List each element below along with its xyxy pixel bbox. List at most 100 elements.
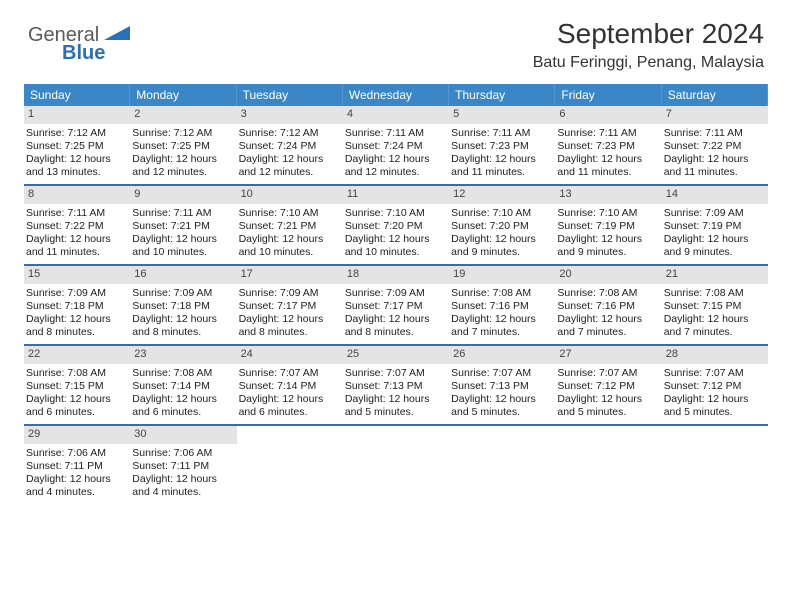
day-details: Sunrise: 7:11 AMSunset: 7:23 PMDaylight:… xyxy=(555,124,661,184)
daylight-line: Daylight: 12 hours and 6 minutes. xyxy=(26,393,128,419)
sunset-line: Sunset: 7:25 PM xyxy=(132,140,234,153)
day-number: 17 xyxy=(237,266,343,284)
day-details: Sunrise: 7:11 AMSunset: 7:24 PMDaylight:… xyxy=(343,124,449,184)
daylight-line: Daylight: 12 hours and 4 minutes. xyxy=(132,473,234,499)
sunset-line: Sunset: 7:13 PM xyxy=(451,380,553,393)
daylight-line: Daylight: 12 hours and 11 minutes. xyxy=(451,153,553,179)
logo-triangle-icon xyxy=(104,24,130,47)
sunset-line: Sunset: 7:22 PM xyxy=(26,220,128,233)
day-cell: 16Sunrise: 7:09 AMSunset: 7:18 PMDayligh… xyxy=(130,266,236,344)
sunset-line: Sunset: 7:25 PM xyxy=(26,140,128,153)
day-details: Sunrise: 7:06 AMSunset: 7:11 PMDaylight:… xyxy=(130,444,236,504)
daylight-line: Daylight: 12 hours and 7 minutes. xyxy=(664,313,766,339)
day-header-monday: Monday xyxy=(130,84,236,106)
day-cell: 7Sunrise: 7:11 AMSunset: 7:22 PMDaylight… xyxy=(662,106,768,184)
day-details: Sunrise: 7:08 AMSunset: 7:14 PMDaylight:… xyxy=(130,364,236,424)
day-number: 9 xyxy=(130,186,236,204)
day-details: Sunrise: 7:08 AMSunset: 7:15 PMDaylight:… xyxy=(24,364,130,424)
sunset-line: Sunset: 7:23 PM xyxy=(451,140,553,153)
daylight-line: Daylight: 12 hours and 13 minutes. xyxy=(26,153,128,179)
day-details: Sunrise: 7:07 AMSunset: 7:13 PMDaylight:… xyxy=(449,364,555,424)
sunset-line: Sunset: 7:24 PM xyxy=(239,140,341,153)
day-details: Sunrise: 7:11 AMSunset: 7:22 PMDaylight:… xyxy=(662,124,768,184)
sunrise-line: Sunrise: 7:09 AM xyxy=(664,207,766,220)
day-cell: 23Sunrise: 7:08 AMSunset: 7:14 PMDayligh… xyxy=(130,346,236,424)
calendar: SundayMondayTuesdayWednesdayThursdayFrid… xyxy=(24,84,768,504)
day-cell: 13Sunrise: 7:10 AMSunset: 7:19 PMDayligh… xyxy=(555,186,661,264)
sunrise-line: Sunrise: 7:11 AM xyxy=(664,127,766,140)
sunrise-line: Sunrise: 7:10 AM xyxy=(239,207,341,220)
day-header-tuesday: Tuesday xyxy=(237,84,343,106)
day-cell: 11Sunrise: 7:10 AMSunset: 7:20 PMDayligh… xyxy=(343,186,449,264)
day-number: 24 xyxy=(237,346,343,364)
daylight-line: Daylight: 12 hours and 6 minutes. xyxy=(132,393,234,419)
sunset-line: Sunset: 7:11 PM xyxy=(132,460,234,473)
day-number: 10 xyxy=(237,186,343,204)
sunrise-line: Sunrise: 7:10 AM xyxy=(451,207,553,220)
daylight-line: Daylight: 12 hours and 9 minutes. xyxy=(451,233,553,259)
day-cell: 30Sunrise: 7:06 AMSunset: 7:11 PMDayligh… xyxy=(130,426,236,504)
day-number: 12 xyxy=(449,186,555,204)
day-cell: 5Sunrise: 7:11 AMSunset: 7:23 PMDaylight… xyxy=(449,106,555,184)
location: Batu Feringgi, Penang, Malaysia xyxy=(533,54,764,72)
day-number: 1 xyxy=(24,106,130,124)
day-cell: 9Sunrise: 7:11 AMSunset: 7:21 PMDaylight… xyxy=(130,186,236,264)
daylight-line: Daylight: 12 hours and 7 minutes. xyxy=(557,313,659,339)
sunset-line: Sunset: 7:21 PM xyxy=(239,220,341,233)
day-cell: 2Sunrise: 7:12 AMSunset: 7:25 PMDaylight… xyxy=(130,106,236,184)
day-header-friday: Friday xyxy=(555,84,661,106)
daylight-line: Daylight: 12 hours and 9 minutes. xyxy=(557,233,659,259)
day-details: Sunrise: 7:09 AMSunset: 7:19 PMDaylight:… xyxy=(662,204,768,264)
day-details: Sunrise: 7:08 AMSunset: 7:15 PMDaylight:… xyxy=(662,284,768,344)
day-cell: 6Sunrise: 7:11 AMSunset: 7:23 PMDaylight… xyxy=(555,106,661,184)
day-number: 18 xyxy=(343,266,449,284)
daylight-line: Daylight: 12 hours and 7 minutes. xyxy=(451,313,553,339)
day-cell: 25Sunrise: 7:07 AMSunset: 7:13 PMDayligh… xyxy=(343,346,449,424)
sunrise-line: Sunrise: 7:07 AM xyxy=(664,367,766,380)
day-details: Sunrise: 7:07 AMSunset: 7:14 PMDaylight:… xyxy=(237,364,343,424)
daylight-line: Daylight: 12 hours and 5 minutes. xyxy=(345,393,447,419)
day-number: 16 xyxy=(130,266,236,284)
daylight-line: Daylight: 12 hours and 8 minutes. xyxy=(26,313,128,339)
logo: General Blue xyxy=(28,24,130,47)
sunset-line: Sunset: 7:16 PM xyxy=(451,300,553,313)
day-details: Sunrise: 7:07 AMSunset: 7:12 PMDaylight:… xyxy=(555,364,661,424)
daylight-line: Daylight: 12 hours and 12 minutes. xyxy=(239,153,341,179)
sunrise-line: Sunrise: 7:10 AM xyxy=(345,207,447,220)
day-cell: 24Sunrise: 7:07 AMSunset: 7:14 PMDayligh… xyxy=(237,346,343,424)
sunset-line: Sunset: 7:17 PM xyxy=(345,300,447,313)
day-number: 23 xyxy=(130,346,236,364)
day-cell xyxy=(343,426,449,504)
day-number: 13 xyxy=(555,186,661,204)
day-number: 25 xyxy=(343,346,449,364)
sunset-line: Sunset: 7:23 PM xyxy=(557,140,659,153)
sunrise-line: Sunrise: 7:08 AM xyxy=(451,287,553,300)
daylight-line: Daylight: 12 hours and 11 minutes. xyxy=(557,153,659,179)
day-header-thursday: Thursday xyxy=(449,84,555,106)
sunrise-line: Sunrise: 7:08 AM xyxy=(557,287,659,300)
sunrise-line: Sunrise: 7:12 AM xyxy=(132,127,234,140)
sunset-line: Sunset: 7:13 PM xyxy=(345,380,447,393)
day-cell: 27Sunrise: 7:07 AMSunset: 7:12 PMDayligh… xyxy=(555,346,661,424)
week-row: 1Sunrise: 7:12 AMSunset: 7:25 PMDaylight… xyxy=(24,106,768,186)
day-cell: 22Sunrise: 7:08 AMSunset: 7:15 PMDayligh… xyxy=(24,346,130,424)
sunset-line: Sunset: 7:18 PM xyxy=(132,300,234,313)
week-row: 8Sunrise: 7:11 AMSunset: 7:22 PMDaylight… xyxy=(24,186,768,266)
day-number: 20 xyxy=(555,266,661,284)
day-number: 4 xyxy=(343,106,449,124)
day-cell: 17Sunrise: 7:09 AMSunset: 7:17 PMDayligh… xyxy=(237,266,343,344)
sunrise-line: Sunrise: 7:11 AM xyxy=(345,127,447,140)
day-details: Sunrise: 7:09 AMSunset: 7:18 PMDaylight:… xyxy=(130,284,236,344)
sunset-line: Sunset: 7:17 PM xyxy=(239,300,341,313)
day-number: 30 xyxy=(130,426,236,444)
day-details: Sunrise: 7:12 AMSunset: 7:25 PMDaylight:… xyxy=(24,124,130,184)
day-details: Sunrise: 7:11 AMSunset: 7:23 PMDaylight:… xyxy=(449,124,555,184)
day-details: Sunrise: 7:07 AMSunset: 7:12 PMDaylight:… xyxy=(662,364,768,424)
sunrise-line: Sunrise: 7:07 AM xyxy=(239,367,341,380)
week-row: 15Sunrise: 7:09 AMSunset: 7:18 PMDayligh… xyxy=(24,266,768,346)
day-cell xyxy=(555,426,661,504)
daylight-line: Daylight: 12 hours and 10 minutes. xyxy=(239,233,341,259)
sunrise-line: Sunrise: 7:10 AM xyxy=(557,207,659,220)
header: General Blue September 2024 Batu Feringg… xyxy=(0,0,792,78)
day-number: 27 xyxy=(555,346,661,364)
